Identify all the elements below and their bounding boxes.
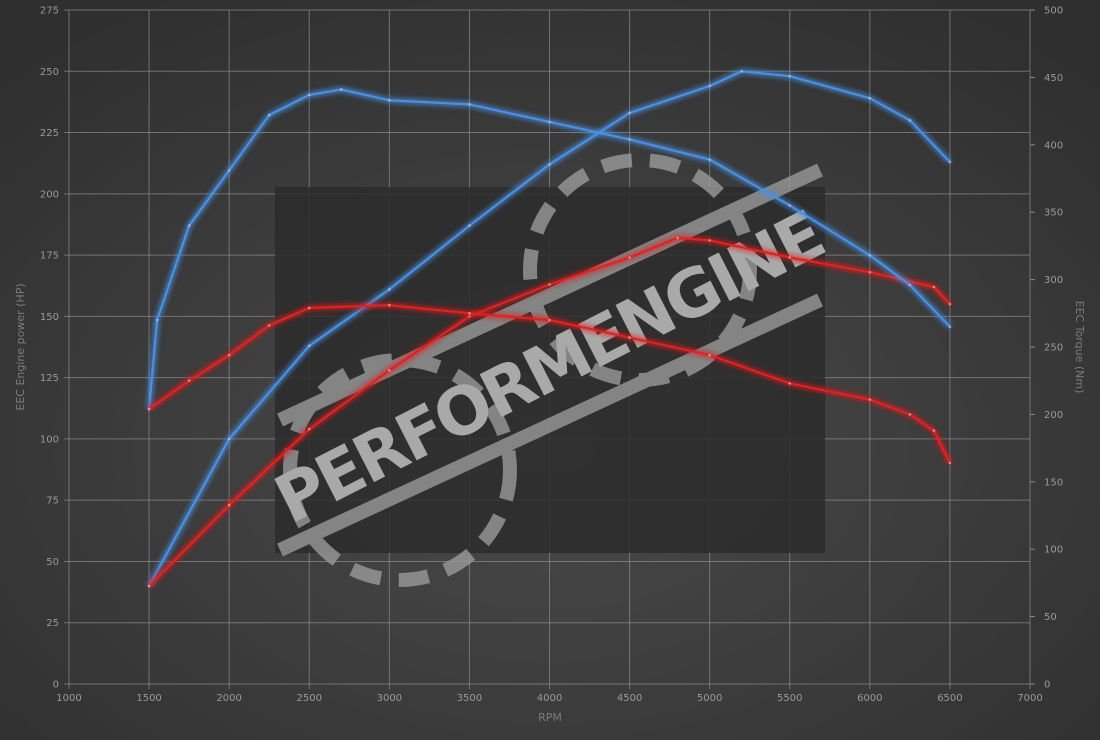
data-point bbox=[708, 239, 711, 242]
data-point bbox=[740, 69, 743, 73]
data-point bbox=[948, 461, 952, 465]
data-point bbox=[788, 256, 792, 259]
data-point bbox=[388, 368, 391, 372]
performengine-logo-watermark: PERFORMENGINE bbox=[263, 153, 835, 587]
data-point bbox=[227, 437, 231, 441]
data-point bbox=[868, 96, 872, 100]
data-point bbox=[908, 413, 912, 416]
y-right-tick-label: 450 bbox=[1044, 73, 1063, 84]
data-point bbox=[307, 306, 311, 310]
data-point bbox=[155, 318, 159, 322]
data-point bbox=[267, 324, 271, 327]
data-point bbox=[932, 285, 936, 289]
y-left-tick-label: 250 bbox=[40, 67, 59, 78]
x-tick-label: 4500 bbox=[617, 693, 642, 704]
data-point bbox=[147, 584, 151, 588]
y-right-tick-label: 300 bbox=[1044, 275, 1063, 286]
data-point bbox=[227, 353, 231, 357]
y-right-tick-label: 50 bbox=[1044, 612, 1057, 623]
data-point bbox=[676, 236, 679, 240]
data-point bbox=[628, 336, 631, 339]
data-point bbox=[908, 118, 912, 122]
y-right-tick-label: 100 bbox=[1044, 545, 1063, 556]
data-point bbox=[628, 111, 631, 115]
y-left-tick-label: 275 bbox=[40, 6, 59, 17]
data-point bbox=[227, 503, 231, 507]
data-point bbox=[307, 427, 311, 431]
y-right-tick-label: 500 bbox=[1044, 6, 1063, 17]
data-point bbox=[868, 398, 872, 401]
data-point bbox=[339, 88, 343, 91]
y-left-tick-label: 125 bbox=[40, 373, 59, 384]
y-right-tick-label: 150 bbox=[1044, 477, 1063, 488]
y-right-tick-label: 250 bbox=[1044, 343, 1063, 354]
data-point bbox=[788, 204, 792, 207]
data-point bbox=[187, 379, 191, 383]
x-tick-label: 1000 bbox=[56, 693, 81, 704]
y-left-tick-label: 50 bbox=[46, 557, 59, 568]
x-tick-label: 3000 bbox=[377, 693, 402, 704]
data-point bbox=[548, 318, 551, 322]
x-tick-label: 7000 bbox=[1017, 693, 1042, 704]
data-point bbox=[227, 169, 231, 172]
data-point bbox=[468, 312, 471, 315]
x-tick-label: 3500 bbox=[457, 693, 482, 704]
data-point bbox=[868, 254, 872, 257]
data-point bbox=[548, 120, 551, 124]
y-right-tick-label: 350 bbox=[1044, 208, 1063, 219]
y-axis-right-label: EEC Torque (Nm) bbox=[1073, 301, 1086, 394]
x-tick-label: 6000 bbox=[857, 693, 882, 704]
data-point bbox=[628, 138, 631, 141]
data-point bbox=[948, 302, 952, 306]
y-axis-left-label: EEC Engine power (HP) bbox=[14, 283, 27, 410]
data-point bbox=[307, 93, 311, 97]
x-tick-label: 2000 bbox=[216, 693, 241, 704]
data-point bbox=[147, 407, 151, 411]
y-left-tick-label: 225 bbox=[40, 128, 59, 139]
x-tick-label: 4000 bbox=[537, 693, 562, 704]
data-point bbox=[187, 224, 191, 227]
x-tick-label: 2500 bbox=[297, 693, 322, 704]
y-right-tick-label: 0 bbox=[1044, 680, 1050, 691]
data-point bbox=[388, 99, 391, 102]
y-left-tick-label: 75 bbox=[46, 496, 59, 507]
data-point bbox=[908, 283, 912, 287]
data-point bbox=[468, 224, 471, 227]
data-point bbox=[708, 353, 711, 357]
y-left-tick-label: 150 bbox=[40, 312, 59, 323]
x-tick-label: 5500 bbox=[777, 693, 802, 704]
data-point bbox=[948, 325, 952, 329]
data-point bbox=[932, 429, 936, 432]
y-left-tick-label: 25 bbox=[46, 618, 59, 629]
data-point bbox=[948, 160, 952, 164]
y-left-tick-label: 100 bbox=[40, 434, 59, 445]
data-point bbox=[788, 74, 792, 78]
axes: 1000 1500 2000 2500 3000 3500 4000 4500 5000 5500… bbox=[40, 6, 1063, 705]
data-point bbox=[307, 344, 311, 348]
x-tick-label: 1500 bbox=[136, 693, 161, 704]
data-point bbox=[628, 256, 631, 259]
data-point bbox=[468, 315, 471, 318]
data-point bbox=[388, 288, 391, 291]
x-tick-label: 6500 bbox=[937, 693, 962, 704]
data-point bbox=[548, 283, 551, 286]
data-point bbox=[708, 84, 711, 88]
y-left-tick-label: 200 bbox=[40, 189, 59, 200]
x-tick-label: 5000 bbox=[697, 693, 722, 704]
data-point bbox=[388, 303, 391, 307]
series-line-blue-torque bbox=[148, 88, 951, 410]
y-left-tick-label: 0 bbox=[53, 680, 59, 691]
data-point bbox=[708, 158, 711, 161]
data-point bbox=[267, 113, 271, 117]
data-point bbox=[868, 270, 872, 274]
data-point bbox=[548, 163, 551, 166]
x-axis-label: RPM bbox=[538, 711, 562, 724]
y-left-tick-label: 175 bbox=[40, 251, 59, 262]
data-point bbox=[468, 103, 471, 106]
y-right-tick-label: 400 bbox=[1044, 140, 1063, 151]
series-lines bbox=[147, 69, 952, 588]
y-right-tick-label: 200 bbox=[1044, 410, 1063, 421]
data-point bbox=[788, 382, 792, 385]
